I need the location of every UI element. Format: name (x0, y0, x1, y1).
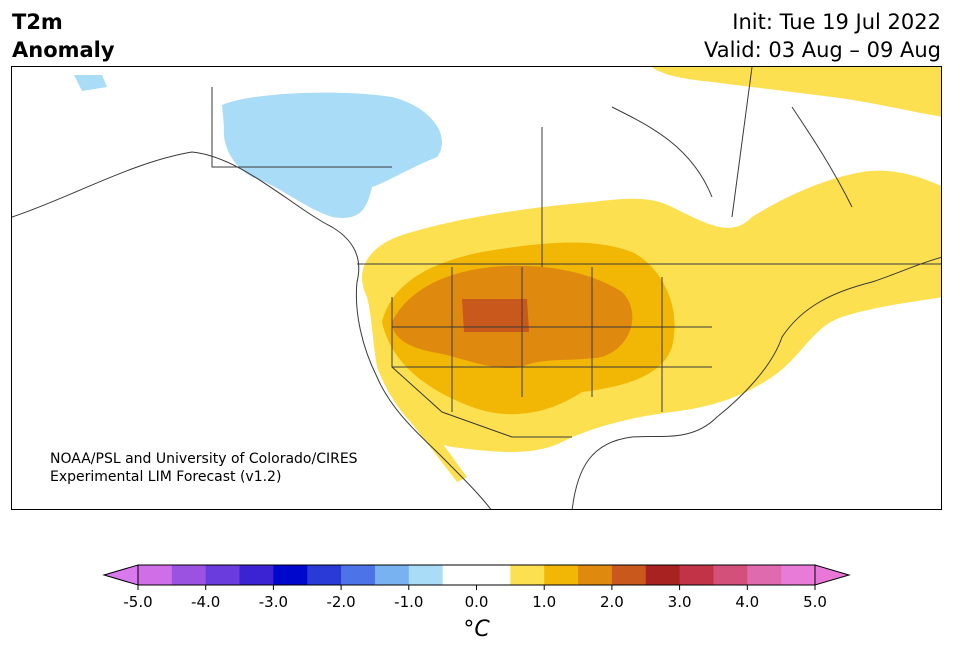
colorbar-tick-label: -4.0 (191, 593, 220, 611)
colorbar-segment (645, 565, 681, 585)
cool-anomaly-region-small (74, 75, 107, 91)
colorbar-graphic: -5.0 -4.0 -3.0 -2.0 -1.0 0.0 1.0 2.0 3.0 4.0 5.0 (102, 564, 851, 611)
title-line-1: T2m (12, 10, 63, 34)
map-title: T2m Anomaly (12, 8, 115, 64)
colorbar-segment (747, 565, 782, 585)
colorbar-segment (442, 565, 477, 585)
colorbar-segment (578, 565, 613, 585)
colorbar-segment (307, 565, 342, 585)
colorbar-segment (408, 565, 444, 585)
colorbar-tick-label: -5.0 (123, 593, 152, 611)
colorbar-segment (476, 565, 511, 585)
colorbar-tick-label: 0.0 (465, 593, 489, 611)
forecast-dates: Init: Tue 19 Jul 2022 Valid: 03 Aug – 09… (704, 8, 941, 64)
colorbar-unit-label: °C (463, 617, 490, 642)
colorbar-tick-label: -1.0 (394, 593, 423, 611)
init-date-label: Init: Tue 19 Jul 2022 (732, 10, 941, 34)
colorbar-tick-label: -2.0 (326, 593, 355, 611)
colorbar-segment (679, 565, 714, 585)
forecast-credit: NOAA/PSL and University of Colorado/CIRE… (50, 450, 358, 486)
credit-line-2: Experimental LIM Forecast (v1.2) (50, 469, 282, 485)
colorbar-segment (611, 565, 647, 585)
colorbar-segment (341, 565, 376, 585)
colorbar-segment (171, 565, 207, 585)
colorbar-segment (205, 565, 241, 585)
colorbar-tick-label: 1.0 (532, 593, 556, 611)
colorbar-under-arrow (102, 564, 139, 586)
colorbar-tick-label: 4.0 (735, 593, 759, 611)
colorbar-tick-label: 3.0 (668, 593, 692, 611)
warm-anomaly-region-baja (407, 407, 467, 482)
warm-anomaly-region-level-4 (462, 299, 529, 332)
colorbar-segment (273, 565, 308, 585)
title-line-2: Anomaly (12, 38, 115, 62)
anomaly-map: NOAA/PSL and University of Colorado/CIRE… (11, 66, 942, 510)
cool-anomaly-region (222, 92, 442, 218)
colorbar-segment (781, 565, 816, 585)
colorbar-segment (544, 565, 579, 585)
colorbar-segment (239, 565, 274, 585)
colorbar: -5.0 -4.0 -3.0 -2.0 -1.0 0.0 1.0 2.0 3.0 4.0 5.0 (0, 560, 953, 656)
colorbar-segment (138, 565, 173, 585)
credit-line-1: NOAA/PSL and University of Colorado/CIRE… (50, 451, 358, 467)
colorbar-segment (713, 565, 748, 585)
colorbar-segment (510, 565, 545, 585)
map-canvas (12, 67, 941, 509)
colorbar-over-arrow (814, 564, 851, 586)
map-boundaries (12, 67, 941, 509)
colorbar-tick-label: 5.0 (803, 593, 827, 611)
colorbar-tick-label: -3.0 (259, 593, 288, 611)
colorbar-segment (374, 565, 410, 585)
warm-anomaly-region-arctic (652, 67, 941, 117)
colorbar-tick-label: 2.0 (600, 593, 624, 611)
valid-date-label: Valid: 03 Aug – 09 Aug (703, 38, 941, 62)
